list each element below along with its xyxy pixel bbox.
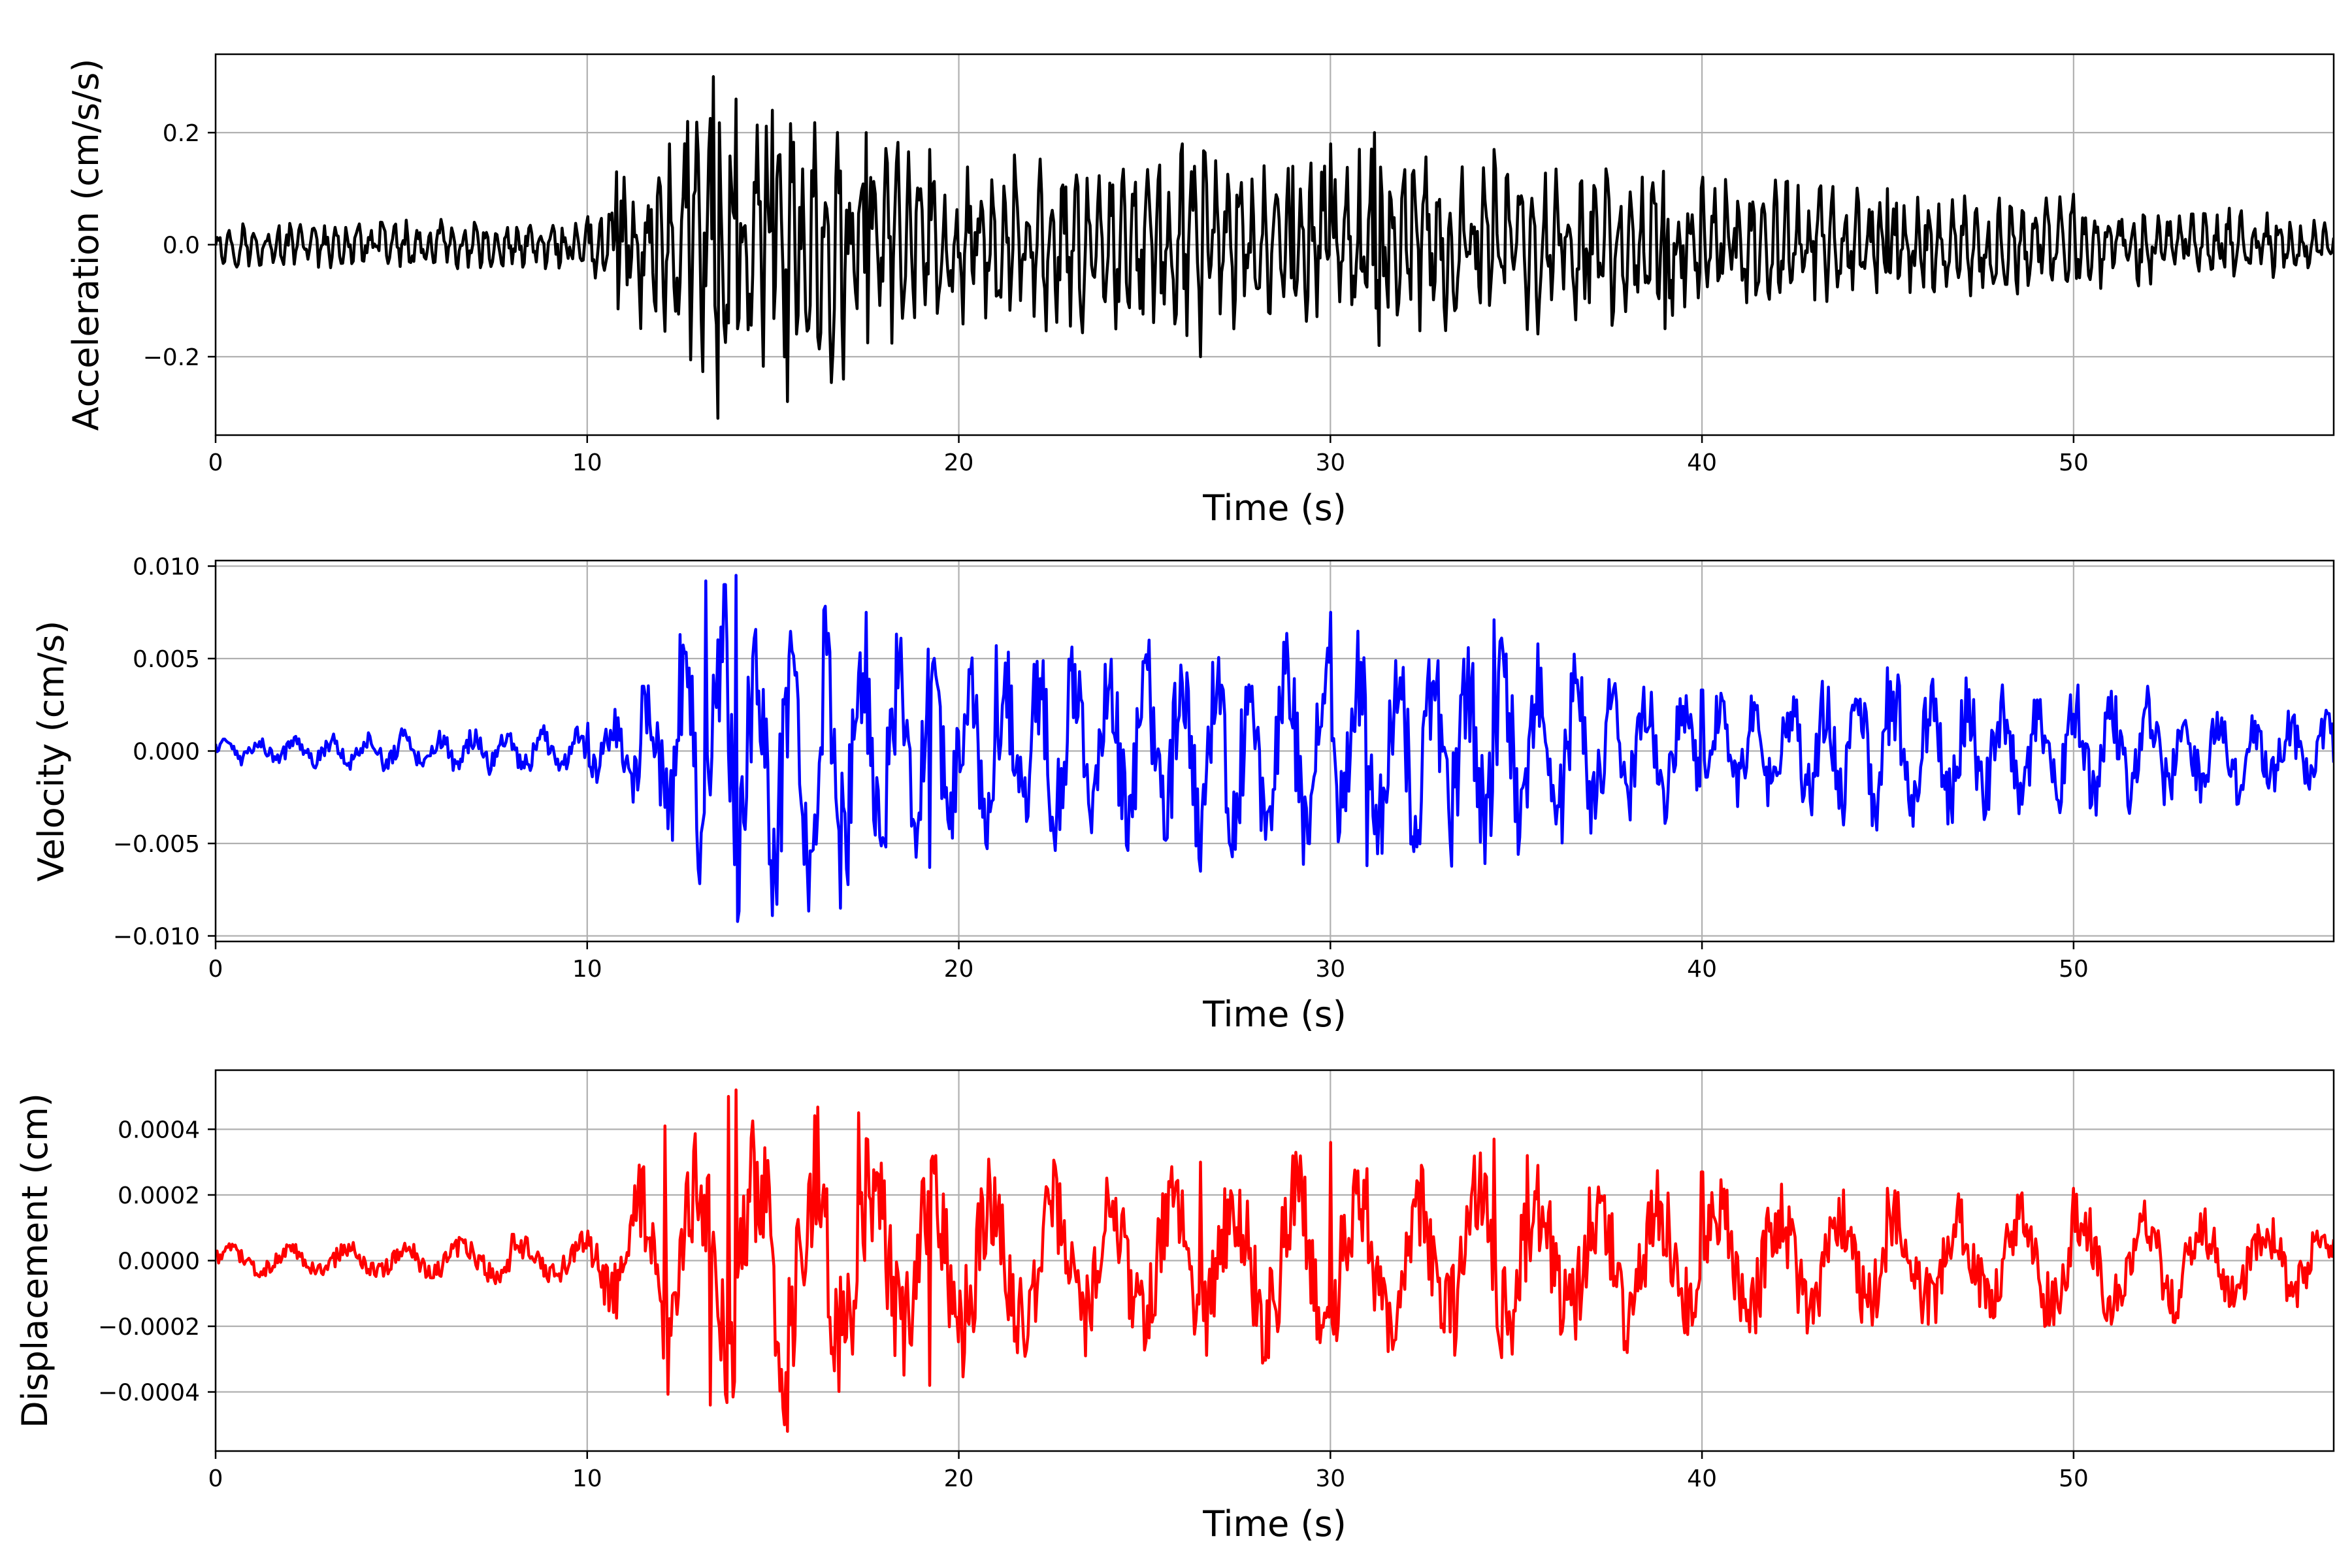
x-tick-label: 0	[208, 1465, 223, 1492]
x-axis-label: Time (s)	[1202, 994, 1347, 1035]
x-tick-label: 50	[2059, 449, 2089, 476]
x-tick-label: 50	[2059, 1465, 2089, 1492]
displacement-series-line	[216, 1088, 2334, 1433]
x-axis-label: Time (s)	[1202, 1503, 1347, 1544]
y-tick-label: −0.0004	[98, 1380, 200, 1407]
y-tick-label: 0.2	[163, 120, 200, 147]
x-tick-label: 0	[208, 956, 223, 983]
acceleration-panel: 0 10 20 30 40 50 −0.2 0.0 0.2 Time (s) Acceleratio…	[65, 53, 2335, 529]
acceleration-series-line	[216, 75, 2334, 420]
x-tick-label: 40	[1687, 1465, 1717, 1492]
y-axis-label: Velocity (cm/s)	[31, 621, 72, 882]
x-tick-label: 10	[572, 449, 602, 476]
y-axis-label: Acceleration (cm/s/s)	[65, 59, 106, 431]
x-tick-label: 20	[944, 956, 974, 983]
x-tick-label: 10	[572, 1465, 602, 1492]
y-tick-label: 0.0000	[118, 1249, 200, 1275]
y-tick-label: 0.0002	[118, 1183, 200, 1209]
x-tick-label: 50	[2059, 956, 2089, 983]
x-tick-label: 40	[1687, 956, 1717, 983]
velocity-series-line	[216, 574, 2334, 923]
y-tick-label: 0.0004	[118, 1117, 200, 1143]
x-tick-label: 20	[944, 1465, 974, 1492]
y-tick-label: 0.0	[163, 233, 200, 259]
velocity-panel: 0 10 20 30 40 50 −0.010 −0.005 0.000 0.005 0.010 Ti…	[31, 553, 2335, 1035]
x-tick-label: 20	[944, 449, 974, 476]
y-tick-label: −0.2	[143, 344, 200, 371]
y-tick-label: −0.005	[113, 831, 200, 858]
x-tick-label: 40	[1687, 449, 1717, 476]
displacement-panel: 0 10 20 30 40 50 −0.0004 −0.0002 0.0000 0.0002 0.0…	[14, 1069, 2335, 1544]
y-tick-label: −0.010	[113, 924, 200, 951]
y-axis-label: Displacement (cm)	[14, 1093, 56, 1428]
x-axis-label: Time (s)	[1202, 487, 1347, 529]
x-tick-label: 30	[1315, 449, 1345, 476]
y-tick-label: 0.005	[133, 646, 200, 673]
x-tick-label: 10	[572, 956, 602, 983]
y-tick-label: 0.000	[133, 739, 200, 766]
y-tick-label: 0.010	[133, 553, 200, 580]
x-tick-label: 30	[1315, 956, 1345, 983]
y-tick-label: −0.0002	[98, 1314, 200, 1341]
x-tick-label: 0	[208, 449, 223, 476]
x-tick-label: 30	[1315, 1465, 1345, 1492]
